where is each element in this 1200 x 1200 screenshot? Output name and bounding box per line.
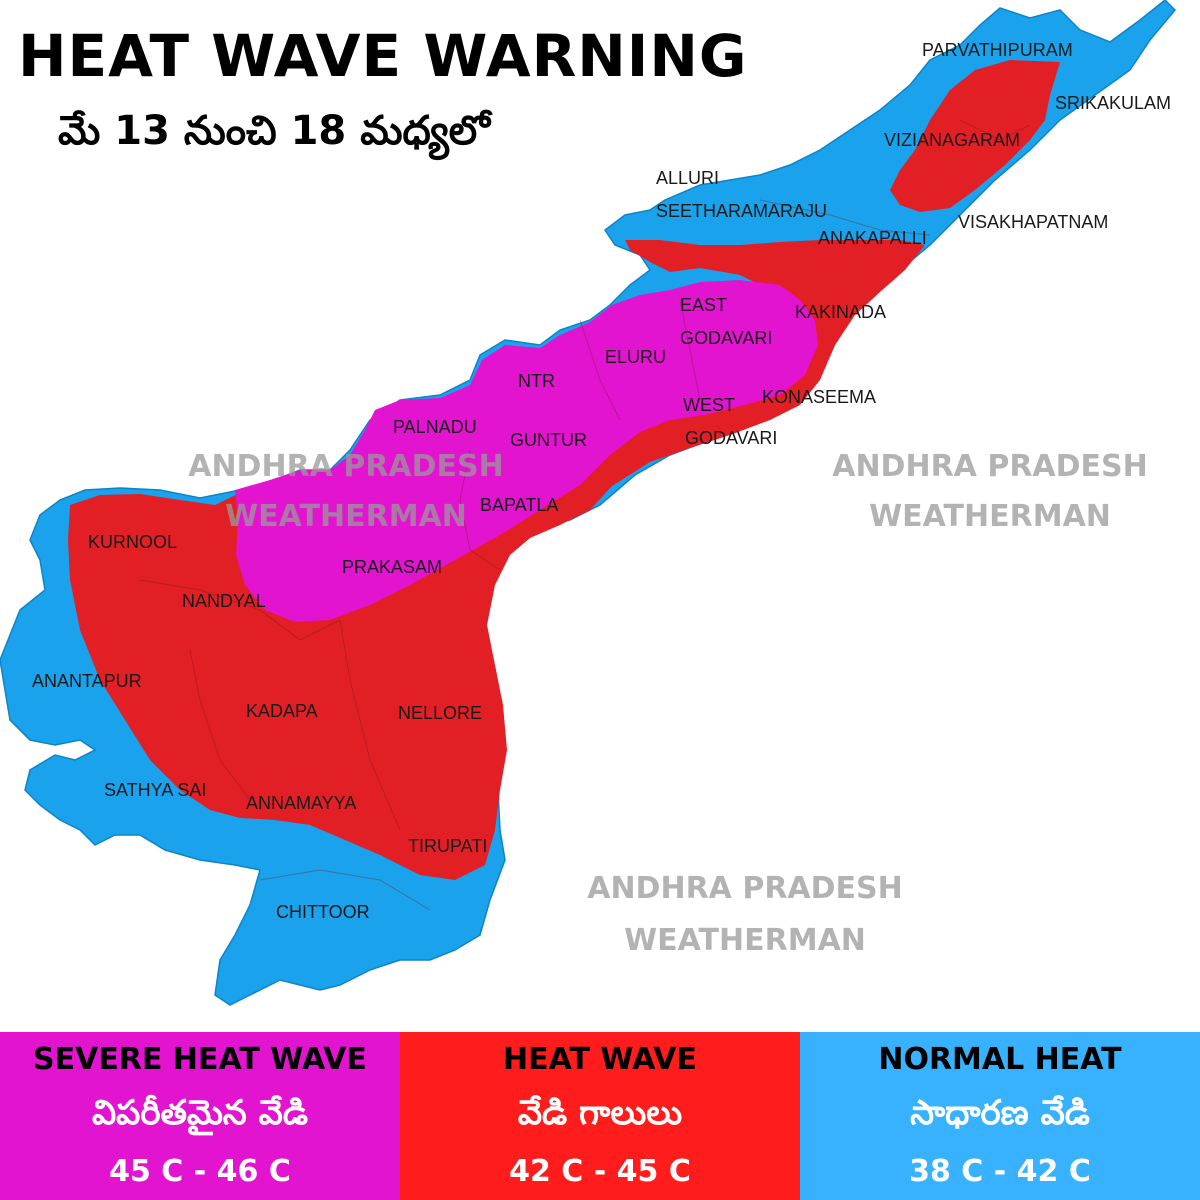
district-label-kadapa: KADAPA	[246, 701, 318, 721]
district-label-east: EAST	[680, 295, 727, 315]
district-label-nellore: NELLORE	[398, 703, 482, 723]
heat-wave-region	[890, 60, 1060, 212]
district-label-tirupati: TIRUPATI	[408, 836, 487, 856]
district-labels: PARVATHIPURAM SRIKAKULAM VIZIANAGARAM AL…	[32, 40, 1171, 922]
district-boundaries	[139, 119, 1031, 911]
district-label-konaseema: KONASEEMA	[762, 387, 876, 407]
district-label-visakhapatnam: VISAKHAPATNAM	[958, 212, 1108, 232]
district-label-ntr: NTR	[518, 371, 555, 391]
watermark-right-line1: ANDHRA PRADESH	[832, 449, 1148, 484]
legend-label-en: HEAT WAVE	[502, 1042, 698, 1077]
page-subtitle: మే 13 నుంచి 18 మధ్యలో	[58, 108, 490, 154]
district-label-anakapalli: ANAKAPALLI	[818, 228, 927, 248]
legend-label-te: విపరీతమైన వేడి	[92, 1093, 308, 1133]
district-label-nandyal: NANDYAL	[182, 591, 266, 611]
district-label-srikakulam: SRIKAKULAM	[1055, 93, 1171, 113]
district-label-prakasam: PRAKASAM	[342, 557, 442, 577]
legend-label-en: SEVERE HEAT WAVE	[33, 1042, 367, 1077]
watermark-right-line2: WEATHERMAN	[869, 499, 1111, 534]
legend: SEVERE HEAT WAVE విపరీతమైన వేడి 45 C - 4…	[0, 1032, 1200, 1200]
severe-heat-wave-region	[235, 280, 818, 622]
page-title: HEAT WAVE WARNING	[18, 22, 748, 90]
district-label-east-godavari: GODAVARI	[680, 328, 772, 348]
district-label-vizianagaram: VIZIANAGARAM	[884, 130, 1020, 150]
district-label-west-godavari: GODAVARI	[685, 428, 777, 448]
district-label-kakinada: KAKINADA	[795, 302, 886, 322]
watermark-left-line2: WEATHERMAN	[225, 499, 467, 534]
district-label-west: WEST	[683, 395, 735, 415]
watermarks: ANDHRA PRADESH WEATHERMAN ANDHRA PRADESH…	[188, 449, 1148, 958]
district-label-seetharamaraju: SEETHARAMARAJU	[656, 201, 827, 221]
legend-item-severe-heat-wave: SEVERE HEAT WAVE విపరీతమైన వేడి 45 C - 4…	[0, 1032, 400, 1200]
watermark-bottom-line1: ANDHRA PRADESH	[587, 871, 903, 906]
district-label-guntur: GUNTUR	[510, 430, 587, 450]
legend-label-te: వేడి గాలులు	[517, 1093, 683, 1133]
watermark-bottom-line2: WEATHERMAN	[624, 923, 866, 958]
andhra-pradesh-map: PARVATHIPURAM SRIKAKULAM VIZIANAGARAM AL…	[0, 0, 1177, 1006]
legend-temperature-range: 45 C - 46 C	[109, 1154, 291, 1189]
watermark-left-line1: ANDHRA PRADESH	[188, 449, 504, 484]
legend-item-heat-wave: HEAT WAVE వేడి గాలులు 42 C - 45 C	[400, 1032, 800, 1200]
district-label-bapatla: BAPATLA	[480, 495, 558, 515]
district-label-chittoor: CHITTOOR	[276, 902, 370, 922]
district-label-eluru: ELURU	[605, 347, 666, 367]
district-label-annamayya: ANNAMAYYA	[246, 793, 356, 813]
district-label-kurnool: KURNOOL	[88, 532, 177, 552]
legend-label-te: సాధారణ వేడి	[910, 1093, 1090, 1133]
district-label-parvathipuram: PARVATHIPURAM	[922, 40, 1073, 60]
legend-temperature-range: 42 C - 45 C	[509, 1154, 691, 1189]
district-label-palnadu: PALNADU	[393, 417, 477, 437]
district-label-anantapur: ANANTAPUR	[32, 671, 142, 691]
legend-temperature-range: 38 C - 42 C	[909, 1154, 1091, 1189]
district-label-alluri: ALLURI	[656, 168, 719, 188]
legend-item-normal-heat: NORMAL HEAT సాధారణ వేడి 38 C - 42 C	[800, 1032, 1200, 1200]
legend-label-en: NORMAL HEAT	[878, 1042, 1122, 1077]
district-label-sathya-sai: SATHYA SAI	[104, 780, 206, 800]
